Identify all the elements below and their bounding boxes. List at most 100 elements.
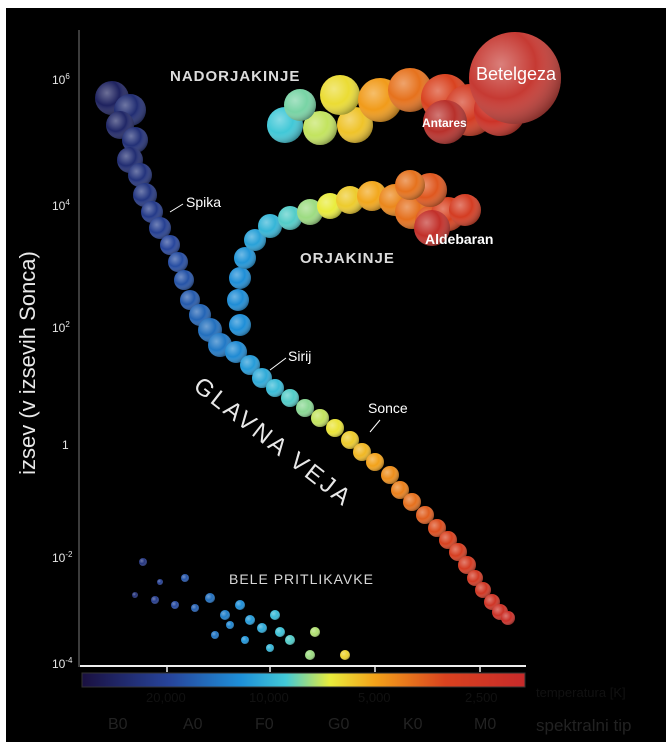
star-shading (157, 579, 163, 585)
star-shading (266, 644, 274, 652)
star-shading (423, 100, 467, 144)
star-shading (475, 582, 491, 598)
spectral-type-label: spektralni tip (536, 716, 632, 735)
star-shading (266, 379, 284, 397)
star-shading (403, 493, 421, 511)
star-shading (428, 519, 446, 537)
star-shading (395, 170, 425, 200)
star-shading (122, 127, 148, 153)
star-shading (245, 615, 255, 625)
spectral-type-k0: K0 (403, 716, 423, 733)
spectral-type-a0: A0 (183, 716, 203, 733)
star-shading (341, 431, 359, 449)
star-shading (467, 570, 483, 586)
temp-tick-10000: 10,000 (249, 690, 289, 705)
star-shading (241, 636, 249, 644)
star-shading (133, 183, 157, 207)
star-shading (151, 596, 159, 604)
temp-tick-5000: 5,000 (358, 690, 391, 705)
star-shading (284, 89, 316, 121)
star-shading (353, 443, 371, 461)
star-shading (128, 163, 152, 187)
star-shading (229, 314, 251, 336)
star-shading (416, 506, 434, 524)
star-shading (211, 631, 219, 639)
star-shading (501, 611, 515, 625)
star-shading (132, 592, 138, 598)
star-shading (303, 111, 337, 145)
y-tick-label: 10-2 (52, 550, 73, 565)
spectral-type-f0: F0 (255, 716, 274, 733)
star-shading (311, 409, 329, 427)
star-shading (326, 419, 344, 437)
x-axis-ticks (166, 666, 481, 672)
star-shading (414, 210, 450, 246)
star-shading (258, 214, 282, 238)
star-shading (139, 558, 147, 566)
y-tick-label: 10-4 (52, 656, 73, 671)
temp-tick-2500: 2,500 (465, 690, 498, 705)
star-shading (257, 623, 267, 633)
y-axis-label-wrap: izsev (v izsevih Sonca) (8, 230, 48, 510)
y-tick-label: 1 (62, 438, 69, 452)
temp-tick-20000: 20,000 (146, 690, 186, 705)
star-shading (469, 32, 561, 124)
label-pointers (169, 203, 381, 433)
region-white-dwarfs: BELE PRITLIKAVKE (229, 571, 374, 587)
star-shading (278, 206, 302, 230)
star-shading (458, 556, 476, 574)
star-shading (449, 543, 467, 561)
star-shading (244, 229, 266, 251)
label-sun: Sonce (368, 400, 408, 416)
star-shading (305, 650, 315, 660)
spectral-type-b0: B0 (108, 716, 128, 733)
label-sirius: Sirij (288, 348, 312, 364)
label-aldebaran: Aldebaran (425, 231, 494, 247)
star-shading (227, 289, 249, 311)
star-shading (229, 267, 251, 289)
y-tick-label: 106 (52, 72, 70, 87)
star-shading (226, 621, 234, 629)
temperature-label: temperatura [K] (536, 685, 626, 700)
star-shading (181, 574, 189, 582)
star-shading (270, 610, 280, 620)
star-shading (381, 466, 399, 484)
star-shading (281, 389, 299, 407)
y-tick-label: 102 (52, 320, 70, 335)
label-spica: Spika (186, 194, 222, 210)
star-shading (240, 355, 260, 375)
star-shading (275, 627, 285, 637)
spectral-type-m0: M0 (474, 716, 497, 733)
region-giants: ORJAKINJE (300, 250, 395, 267)
temperature-colorbar (81, 672, 526, 688)
star-shading (310, 627, 320, 637)
star-shading (225, 341, 247, 363)
label-betelgeuse: Betelgeza (476, 64, 557, 84)
star-shading (320, 75, 360, 115)
y-axis-label: izsev (v izsevih Sonca) (15, 251, 40, 475)
star-shading (149, 217, 171, 239)
spectral-type-g0: G0 (328, 716, 350, 733)
star-shading (340, 650, 350, 660)
star-shading (220, 610, 230, 620)
star-shading (391, 481, 409, 499)
star-shading (174, 270, 194, 290)
star-shading (171, 601, 179, 609)
star-shading (191, 604, 199, 612)
star-shading (449, 194, 481, 226)
star-shading (285, 635, 295, 645)
star-shading (337, 107, 373, 143)
y-tick-label: 104 (52, 198, 70, 213)
star-shading (336, 186, 364, 214)
star-shading (235, 600, 245, 610)
star-shading (296, 399, 314, 417)
star-shading (180, 290, 200, 310)
region-supergiants: NADORJAKINJE (170, 68, 301, 85)
label-antares: Antares (422, 116, 467, 130)
star-shading (205, 593, 215, 603)
star-shading (366, 453, 384, 471)
star-markers (95, 32, 561, 660)
star-shading (252, 368, 272, 388)
star-shading (234, 247, 256, 269)
